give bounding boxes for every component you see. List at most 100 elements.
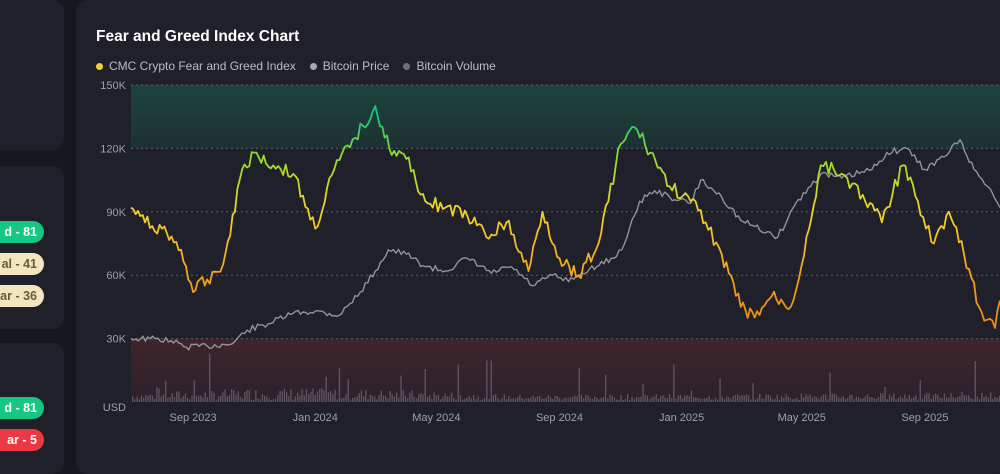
volume-bar	[497, 398, 499, 402]
volume-bar	[939, 397, 941, 402]
volume-bar	[424, 369, 426, 402]
volume-bar	[627, 394, 629, 402]
volume-bar	[701, 399, 704, 402]
volume-bar	[572, 396, 574, 402]
volume-bar	[655, 394, 657, 402]
bitcoin-price-line[interactable]	[130, 138, 1000, 352]
volume-bar	[209, 353, 211, 402]
volume-bar	[380, 390, 382, 402]
volume-bar	[910, 398, 913, 402]
legend-item-fear-greed[interactable]: CMC Crypto Fear and Greed Index	[96, 59, 296, 73]
volume-bar	[873, 398, 875, 402]
volume-bar	[809, 394, 811, 402]
volume-bar	[589, 397, 591, 402]
volume-bar	[884, 386, 886, 402]
volume-bar	[475, 399, 477, 402]
volume-bar	[759, 394, 761, 402]
volume-bar	[765, 394, 767, 402]
volume-bar	[794, 398, 796, 402]
volume-bar	[400, 375, 402, 402]
volume-bar	[519, 394, 521, 402]
volume-bar	[314, 395, 316, 402]
y-tick-label: 120K	[100, 143, 126, 155]
volume-bar	[488, 398, 490, 402]
volume-bar	[301, 389, 303, 402]
volume-bar	[536, 396, 539, 402]
volume-bar	[959, 396, 961, 402]
volume-bar	[367, 399, 369, 402]
volume-bar	[200, 395, 202, 402]
volume-bar	[776, 394, 778, 402]
volume-bar	[310, 391, 312, 402]
volume-bar	[490, 360, 492, 402]
volume-bar	[138, 399, 140, 402]
volume-bar	[906, 398, 908, 402]
volume-bar	[732, 395, 734, 402]
volume-bar	[272, 399, 275, 402]
volume-bar	[308, 394, 310, 402]
volume-bar	[143, 397, 145, 402]
volume-bar	[607, 398, 609, 402]
volume-bar	[435, 395, 437, 402]
volume-bar	[184, 393, 187, 402]
volume-bar	[838, 397, 840, 402]
volume-bar	[446, 396, 448, 402]
volume-bar	[283, 388, 286, 402]
volume-bar	[706, 397, 708, 402]
volume-bar	[695, 397, 697, 402]
volume-bar	[620, 394, 622, 402]
volume-bar	[787, 396, 789, 402]
volume-bar	[360, 390, 363, 402]
volume-bar	[743, 395, 745, 402]
volume-bar	[316, 391, 319, 402]
volume-bar	[609, 394, 611, 402]
volume-bar	[525, 398, 528, 402]
volume-bar	[774, 398, 776, 402]
legend-item-bitcoin-volume[interactable]: Bitcoin Volume	[403, 59, 496, 73]
volume-bar	[363, 396, 365, 402]
volume-bar	[158, 388, 160, 402]
volume-bar	[891, 396, 893, 402]
volume-bar	[640, 396, 642, 402]
volume-bar	[151, 395, 154, 402]
volume-bar	[957, 396, 959, 402]
volume-bar	[886, 399, 888, 402]
volume-bar	[523, 399, 525, 402]
volume-bar	[849, 395, 851, 402]
volume-bar	[393, 396, 396, 402]
volume-bar	[547, 395, 550, 402]
volume-bar	[754, 399, 756, 402]
volume-bar	[473, 395, 475, 402]
volume-bar	[530, 397, 532, 402]
volume-bar	[266, 396, 268, 402]
volume-bar	[946, 397, 948, 402]
volume-bar	[226, 396, 228, 402]
volume-bar	[704, 398, 706, 402]
volume-bar	[550, 397, 552, 402]
volume-bar	[888, 394, 891, 402]
volume-bar	[677, 395, 679, 402]
volume-bar	[173, 396, 176, 402]
volume-bar	[842, 396, 844, 402]
volume-bar	[611, 395, 613, 402]
volume-bar	[913, 397, 915, 402]
volume-bar	[580, 394, 583, 402]
volume-bar	[583, 398, 585, 402]
fear-greed-index-line[interactable]	[130, 105, 1000, 329]
volume-bar	[728, 396, 730, 402]
legend-item-bitcoin-price[interactable]: Bitcoin Price	[309, 59, 389, 73]
volume-bar	[167, 397, 169, 402]
volume-bar	[719, 378, 721, 402]
volume-bar	[785, 394, 787, 402]
volume-bar	[972, 399, 974, 402]
volume-bar	[653, 396, 655, 402]
volume-bar	[281, 391, 283, 402]
volume-bar	[943, 393, 946, 402]
volume-bar	[244, 392, 246, 402]
volume-bar	[778, 400, 781, 402]
chart-legend: CMC Crypto Fear and Greed Index Bitcoin …	[96, 58, 510, 74]
volume-bar	[629, 399, 631, 402]
volume-bar	[996, 397, 998, 402]
volume-bar	[979, 399, 981, 402]
volume-bar	[134, 399, 136, 402]
